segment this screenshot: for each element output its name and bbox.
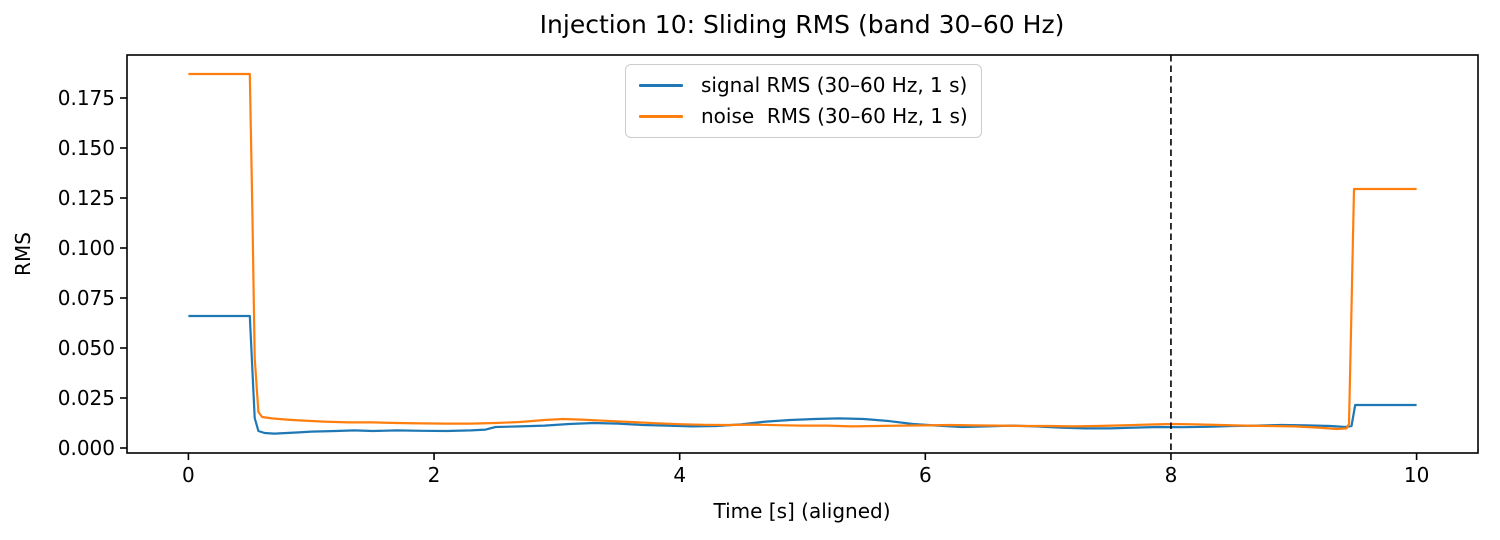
y-tick-label: 0.075	[58, 286, 115, 310]
y-tick-label: 0.100	[58, 236, 115, 260]
x-tick-label: 10	[1404, 463, 1429, 487]
x-tick-label: 8	[1165, 463, 1178, 487]
y-tick-label: 0.050	[58, 336, 115, 360]
series-lines	[188, 72, 1417, 435]
legend: signal RMS (30–60 Hz, 1 s) noise RMS (30–…	[625, 64, 982, 138]
plot-frame	[126, 54, 1479, 454]
line-signal	[188, 314, 1417, 435]
x-axis-label: Time [s] (aligned)	[712, 499, 890, 523]
x-tick-label: 4	[673, 463, 686, 487]
axes: 0 2 4 6 8 10 0.000 0.025 0.050 0.075 0.100 0.125 0.1…	[58, 54, 1479, 487]
x-tick-label: 6	[919, 463, 932, 487]
y-tick-label: 0.125	[58, 186, 115, 210]
line-noise	[188, 72, 1417, 431]
y-tick-label: 0.175	[58, 86, 115, 110]
legend-line-signal	[639, 84, 683, 87]
y-tick-label: 0.025	[58, 386, 115, 410]
legend-item-noise: noise RMS (30–60 Hz, 1 s)	[639, 101, 968, 132]
legend-item-signal: signal RMS (30–60 Hz, 1 s)	[639, 70, 968, 101]
x-tick-label: 0	[182, 463, 195, 487]
legend-label-signal: signal RMS (30–60 Hz, 1 s)	[701, 73, 968, 97]
legend-line-noise	[639, 115, 683, 118]
y-axis-label: RMS	[11, 232, 35, 276]
y-tick-label: 0.150	[58, 136, 115, 160]
legend-label-noise: noise RMS (30–60 Hz, 1 s)	[701, 104, 968, 128]
x-tick-label: 2	[428, 463, 441, 487]
y-tick-label: 0.000	[58, 436, 115, 460]
chart-title: Injection 10: Sliding RMS (band 30–60 Hz…	[540, 10, 1065, 39]
